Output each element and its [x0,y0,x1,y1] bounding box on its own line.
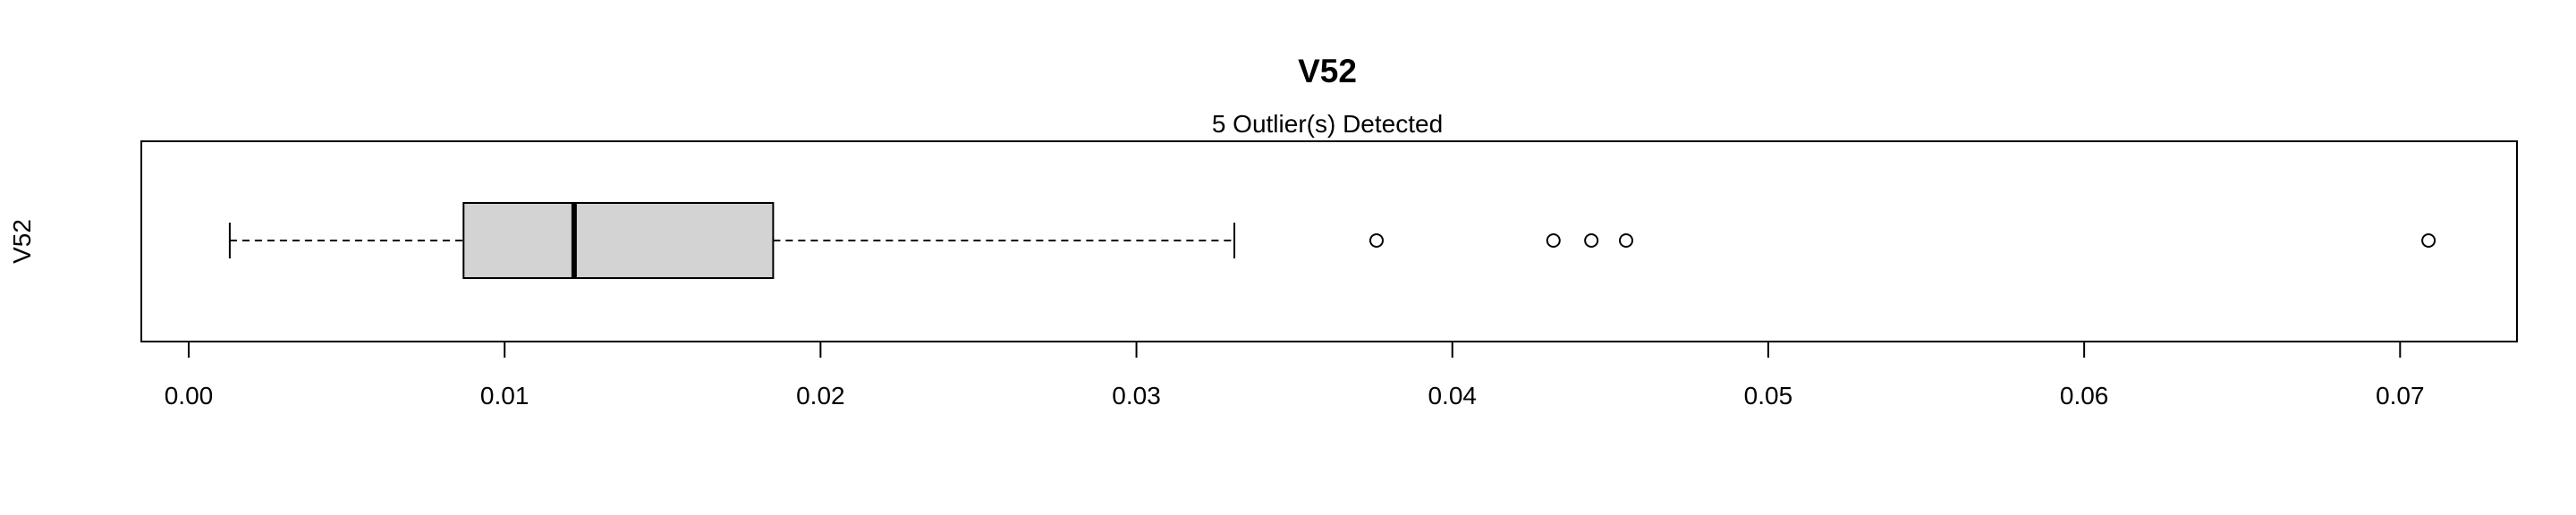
chart-subtitle: 5 Outlier(s) Detected [1212,110,1443,138]
x-tick-label: 0.01 [480,382,530,409]
outlier-points [1368,233,2436,248]
outlier-point [1546,233,1561,248]
chart-title: V52 [1298,53,1357,89]
outlier-point [1619,233,1633,248]
outlier-point [1368,233,1384,248]
x-tick-label: 0.07 [2376,382,2425,409]
x-tick-label: 0.05 [1744,382,1793,409]
box-marks [228,202,1236,279]
y-axis-label: V52 [8,219,36,264]
x-axis: 0.00 0.01 0.02 0.03 0.04 0.05 0.06 0.07 [165,341,2425,409]
iqr-box [462,202,775,279]
x-tick-label: 0.02 [796,382,845,409]
x-tick-label: 0.00 [165,382,214,409]
outlier-point [2421,233,2436,248]
x-tick-label: 0.03 [1112,382,1161,409]
x-tick-label: 0.04 [1428,382,1477,409]
outlier-point [1584,233,1599,248]
x-tick-label: 0.06 [2060,382,2109,409]
